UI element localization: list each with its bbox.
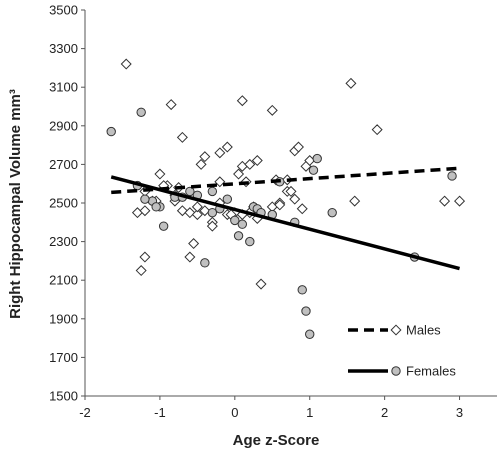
y-tick-label: 3100 <box>49 80 78 95</box>
legend-marker-males <box>390 324 402 336</box>
data-point <box>140 194 150 204</box>
x-tick-label: 3 <box>456 405 463 420</box>
data-point <box>200 258 210 268</box>
data-point <box>165 99 177 111</box>
data-point <box>439 195 451 207</box>
data-point <box>255 278 267 290</box>
data-point <box>345 77 357 89</box>
y-tick-label: 3300 <box>49 41 78 56</box>
x-tick-label: 1 <box>306 405 313 420</box>
data-point <box>233 231 244 241</box>
data-point <box>233 168 245 180</box>
data-point <box>371 124 383 136</box>
data-point <box>176 205 188 217</box>
legend-marker-females <box>391 366 401 376</box>
data-point <box>176 131 188 143</box>
data-point <box>131 207 143 219</box>
data-point <box>135 265 147 277</box>
data-point <box>206 220 218 232</box>
data-point <box>195 158 207 170</box>
data-point <box>454 195 466 207</box>
data-point <box>301 306 311 316</box>
data-point <box>327 207 337 218</box>
trend-line-males <box>111 166 460 195</box>
y-tick-label: 1500 <box>49 389 78 404</box>
data-point <box>296 203 308 215</box>
y-tick-label: 2500 <box>49 196 78 211</box>
y-tick-label: 2900 <box>49 118 78 133</box>
data-point <box>214 147 226 159</box>
y-tick-label: 2100 <box>49 273 78 288</box>
y-tick-label: 3500 <box>49 3 78 18</box>
y-axis-title: Right Hippocampal Volume mm³ <box>7 89 24 319</box>
data-point <box>244 158 256 170</box>
y-tick-label: 1900 <box>49 311 78 326</box>
data-point <box>188 238 200 250</box>
legend-label-females: Females <box>406 364 456 379</box>
data-point <box>199 205 211 217</box>
x-tick-label: -2 <box>79 405 91 420</box>
data-point <box>222 194 233 204</box>
series-layer <box>106 58 466 339</box>
data-point <box>191 201 203 213</box>
data-point <box>184 251 196 263</box>
x-axis-title: Age z-Score <box>233 432 320 449</box>
y-tick-label: 2300 <box>49 234 78 249</box>
data-point <box>308 165 319 175</box>
axis-ticks: 1500 1700 1900 2100 2300 2500 2700 2900 3100 3300… <box>49 3 463 421</box>
data-point <box>191 209 203 221</box>
data-point <box>207 207 218 218</box>
data-point <box>447 171 457 181</box>
data-point <box>289 193 301 205</box>
data-point <box>106 126 116 137</box>
data-point <box>237 219 248 229</box>
data-point <box>245 236 255 247</box>
data-point <box>158 221 169 231</box>
x-tick-label: 2 <box>381 405 388 420</box>
y-tick-label: 2700 <box>49 157 78 172</box>
data-point <box>136 107 146 117</box>
data-point <box>151 202 161 212</box>
data-point <box>184 207 196 219</box>
data-point <box>292 141 304 153</box>
data-point <box>207 186 218 197</box>
data-point <box>214 176 226 188</box>
y-tick-label: 1700 <box>49 350 78 365</box>
data-point <box>185 186 195 197</box>
x-tick-label: 0 <box>231 405 238 420</box>
trend-line-females <box>110 175 460 271</box>
x-tick-label: -1 <box>154 405 166 420</box>
data-point <box>266 104 278 116</box>
data-point <box>236 95 248 107</box>
data-point <box>120 58 132 70</box>
data-point <box>154 168 166 180</box>
data-point <box>312 153 322 164</box>
legend-label-males: Males <box>406 323 441 338</box>
data-point <box>199 151 211 163</box>
data-point <box>139 205 151 217</box>
data-point <box>349 195 361 207</box>
data-point <box>297 285 307 295</box>
data-point <box>230 215 240 226</box>
legend: Males Females <box>348 323 456 379</box>
data-point <box>305 329 315 339</box>
data-point <box>251 155 263 167</box>
data-point <box>274 199 286 211</box>
data-point <box>139 251 151 263</box>
data-point <box>221 141 233 153</box>
data-point <box>285 185 297 197</box>
